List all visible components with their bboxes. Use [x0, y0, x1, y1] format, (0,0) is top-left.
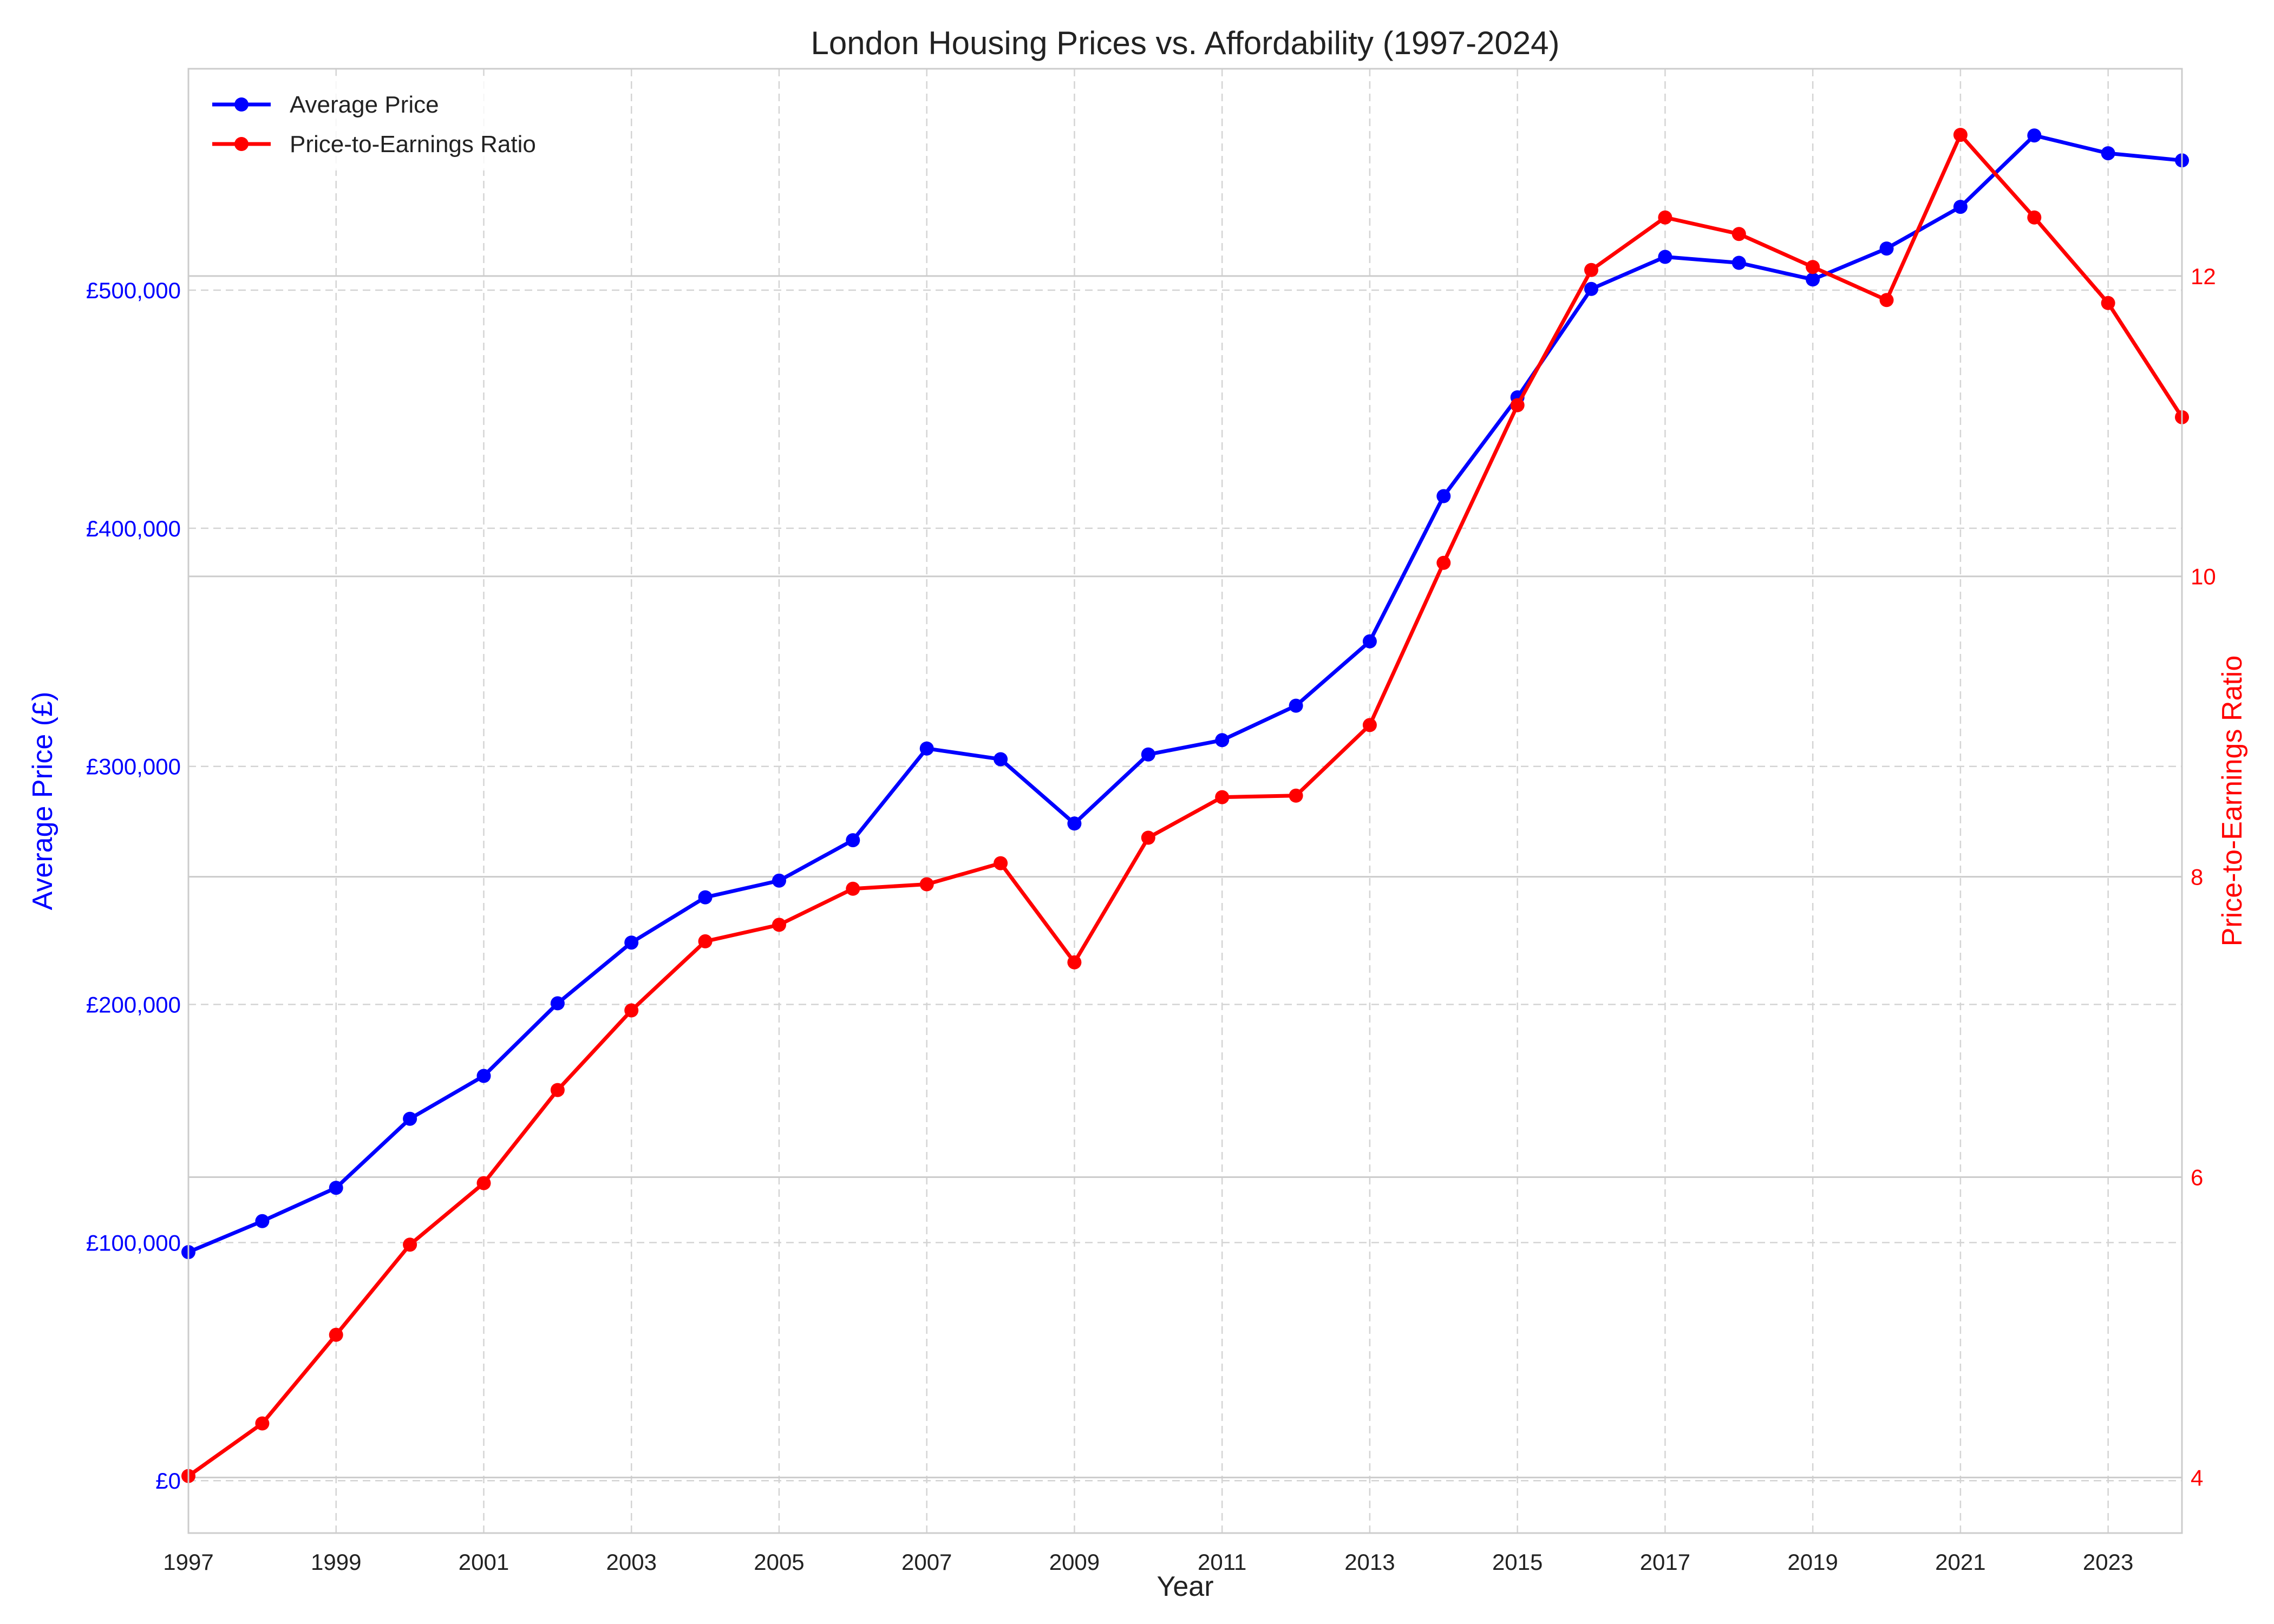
right-y-tick-label: 12 [2191, 264, 2216, 289]
data-point-price-to-earnings-ratio [1436, 555, 1451, 570]
data-point-average-price [1289, 698, 1303, 713]
series-line-price-to-earnings-ratio [187, 133, 2184, 1478]
x-tick-label: 2015 [1492, 1549, 1543, 1575]
data-point-price-to-earnings-ratio [403, 1237, 417, 1252]
data-point-price-to-earnings-ratio [550, 1083, 565, 1097]
legend-entry-price-to-earnings-ratio: Price-to-Earnings Ratio [212, 131, 536, 158]
left-y-tick-label: £400,000 [86, 516, 181, 541]
left-y-tick-label: £200,000 [86, 992, 181, 1018]
left-y-tick-label: £0 [155, 1468, 181, 1494]
data-point-price-to-earnings-ratio [994, 856, 1008, 870]
data-point-average-price [1215, 733, 1230, 748]
data-point-price-to-earnings-ratio [1289, 788, 1303, 803]
data-point-average-price [2027, 128, 2042, 143]
x-tick-label: 2021 [1935, 1549, 1985, 1575]
data-point-price-to-earnings-ratio [624, 1003, 639, 1018]
data-point-average-price [476, 1069, 491, 1083]
data-point-price-to-earnings-ratio [919, 877, 934, 892]
data-point-price-to-earnings-ratio [2101, 296, 2115, 310]
data-point-price-to-earnings-ratio [1141, 830, 1155, 845]
data-point-price-to-earnings-ratio [1510, 398, 1525, 412]
x-tick-label: 1997 [163, 1549, 213, 1575]
x-tick-label: 2017 [1640, 1549, 1690, 1575]
plot-frame [187, 68, 2183, 1534]
left-y-tick-label: £100,000 [86, 1230, 181, 1255]
right-y-tick-label: 4 [2191, 1465, 2203, 1490]
data-point-average-price [624, 935, 639, 950]
data-point-average-price [1953, 200, 1968, 214]
data-point-average-price [994, 752, 1008, 767]
legend-label-average-price: Average Price [290, 91, 439, 118]
chart-title: London Housing Prices vs. Affordability … [811, 25, 1559, 61]
data-point-price-to-earnings-ratio [698, 934, 713, 948]
grid [187, 69, 2182, 1533]
data-point-average-price [919, 741, 934, 756]
x-tick-label: 1999 [311, 1549, 361, 1575]
data-point-average-price [2101, 146, 2115, 161]
data-point-average-price [1879, 241, 1894, 256]
x-tick-label: 2011 [1198, 1549, 1246, 1575]
data-point-price-to-earnings-ratio [1953, 128, 1968, 142]
x-tick-label: 2019 [1787, 1549, 1838, 1575]
legend-label-price-to-earnings-ratio: Price-to-Earnings Ratio [290, 131, 536, 158]
x-tick-label: 2013 [1344, 1549, 1395, 1575]
data-point-average-price [550, 996, 565, 1011]
data-point-average-price [698, 890, 713, 905]
data-point-price-to-earnings-ratio [1806, 260, 1820, 274]
data-point-average-price [1584, 281, 1598, 296]
series-layer [181, 128, 2189, 1483]
data-point-price-to-earnings-ratio [846, 881, 860, 896]
x-tick-label: 2023 [2083, 1549, 2133, 1575]
x-tick-label: 2003 [606, 1549, 657, 1575]
data-point-average-price [772, 873, 786, 888]
data-point-price-to-earnings-ratio [1215, 790, 1230, 804]
legend: Average Price Price-to-Earnings Ratio [200, 76, 601, 171]
data-point-price-to-earnings-ratio [1067, 955, 1082, 970]
left-axis-label: Average Price (£) [27, 692, 58, 911]
x-tick-label: 2005 [754, 1549, 804, 1575]
data-point-average-price [1362, 634, 1377, 649]
data-point-price-to-earnings-ratio [772, 918, 786, 932]
legend-box [200, 76, 601, 171]
right-y-tick-label: 10 [2191, 564, 2216, 590]
data-point-average-price [329, 1181, 343, 1195]
data-point-price-to-earnings-ratio [329, 1327, 343, 1342]
data-point-price-to-earnings-ratio [476, 1176, 491, 1190]
data-point-price-to-earnings-ratio [1362, 718, 1377, 732]
data-point-average-price [1141, 747, 1155, 762]
x-tick-label: 2001 [459, 1549, 509, 1575]
right-y-tick-label: 6 [2191, 1164, 2203, 1190]
data-point-price-to-earnings-ratio [1879, 293, 1894, 307]
axes: 1997 1999 2001 2003 2005 2007 2009 2011 2013 2015… [86, 264, 2216, 1575]
right-axis-label: Price-to-Earnings Ratio [2217, 656, 2248, 947]
x-axis-label: Year [1156, 1571, 1213, 1602]
legend-marker-dot-average-price [234, 97, 249, 112]
left-y-tick-label: £300,000 [86, 754, 181, 780]
data-point-price-to-earnings-ratio [255, 1416, 270, 1431]
data-point-average-price [1436, 489, 1451, 503]
data-point-average-price [1806, 272, 1820, 287]
right-y-tick-label: 8 [2191, 865, 2203, 890]
data-point-average-price [1067, 816, 1082, 831]
x-tick-label: 2007 [901, 1549, 952, 1575]
x-tick-label: 2009 [1049, 1549, 1100, 1575]
data-point-price-to-earnings-ratio [2027, 210, 2042, 225]
series-line-average-price [187, 133, 2182, 1254]
left-y-tick-label: £500,000 [86, 278, 181, 303]
data-point-average-price [846, 833, 860, 848]
data-point-price-to-earnings-ratio [1584, 263, 1598, 277]
data-point-average-price [255, 1214, 270, 1228]
data-point-price-to-earnings-ratio [1731, 227, 1746, 241]
data-point-price-to-earnings-ratio [1658, 210, 1672, 225]
data-point-average-price [403, 1111, 417, 1126]
legend-entry-average-price: Average Price [212, 91, 439, 118]
legend-marker-dot-price-to-earnings-ratio [234, 137, 249, 151]
data-point-average-price [1731, 256, 1746, 270]
data-point-average-price [1658, 250, 1672, 264]
